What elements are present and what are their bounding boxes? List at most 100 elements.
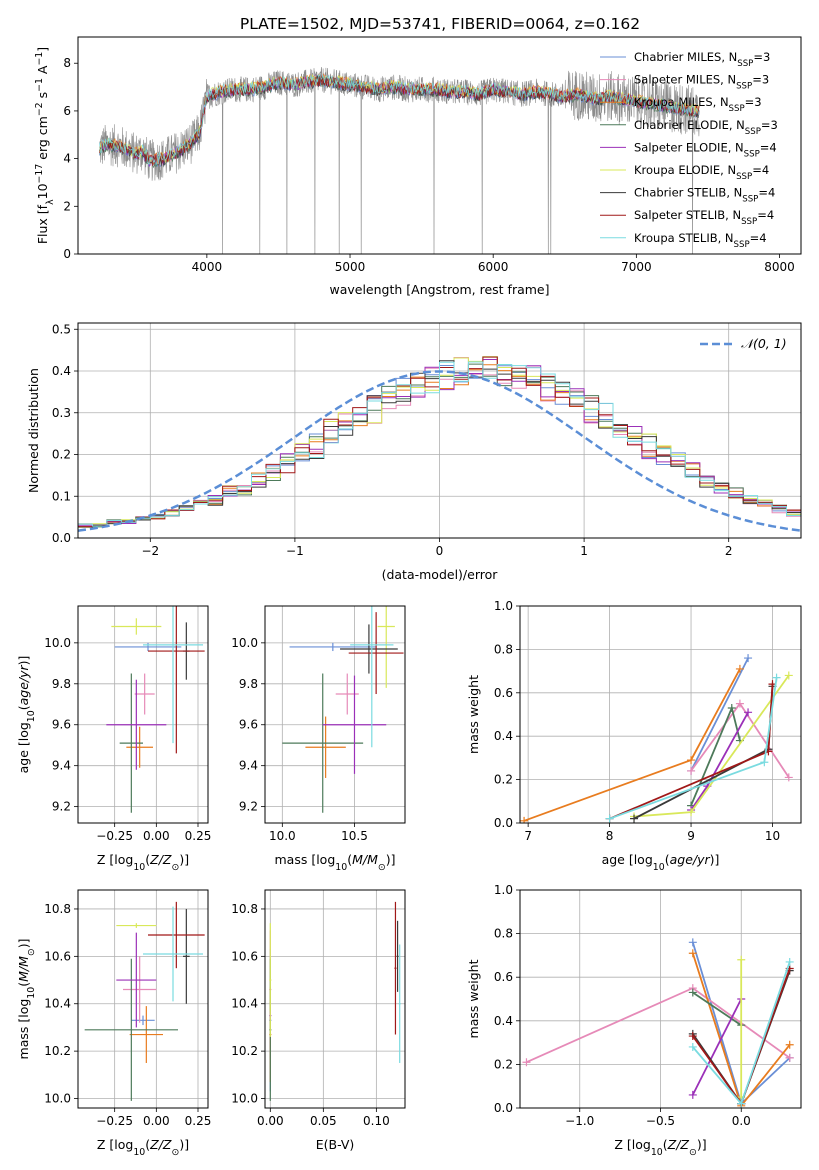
x-tick-label: 0.25: [185, 1114, 212, 1128]
y-tick-label: 10.2: [231, 1044, 258, 1058]
y-tick-label: 4: [63, 152, 71, 166]
x-tick-label: 10.0: [269, 829, 296, 843]
y-tick-label: 1.0: [494, 599, 513, 613]
axes-frame: [519, 605, 802, 824]
x-tick-label: 0.0: [732, 1114, 751, 1128]
weight-marker-chabrier-elodie: [727, 703, 736, 712]
weight-line-chabrier-miles: [690, 657, 749, 772]
weight-marker-salpeter-miles: [785, 1053, 794, 1062]
residuals-y-label: Normed distribution: [26, 368, 41, 493]
x-tick-label: 0.00: [143, 829, 170, 843]
x-tick-label: 2: [725, 544, 733, 558]
legend-label-kroupa-miles: Kroupa MILES, NSSP=3: [634, 95, 762, 114]
weight-marker-kroupa-miles: [735, 664, 744, 673]
weight-line-chabrier-elodie: [692, 991, 742, 1026]
weight-marker-salpeter-elodie: [688, 1090, 697, 1099]
spectrum-lines: [99, 66, 700, 254]
x-tick-label: 10.5: [341, 829, 368, 843]
y-tick-label: 0.3: [52, 406, 71, 420]
x-tick-label: 0.00: [143, 1114, 170, 1128]
weight-marker-chabrier-miles: [688, 938, 697, 947]
weight-marker-salpeter-miles: [522, 1058, 531, 1067]
x-tick-label: −0.25: [96, 829, 133, 843]
mass-vs-Z-y-label: mass [log10(M/M⊙)]: [16, 939, 37, 1060]
weight-marker-chabrier-miles: [744, 654, 753, 663]
age-vs-Z-x-label: Z [log10(Z/Z⊙)]: [97, 852, 189, 873]
y-tick-label: 10.2: [44, 1044, 71, 1058]
x-tick-label: 1: [580, 544, 588, 558]
y-tick-label: 0.0: [494, 1101, 513, 1115]
y-tick-label: 0.0: [494, 816, 513, 830]
y-tick-label: 0.4: [494, 1014, 513, 1028]
x-tick-label: −0.5: [646, 1114, 675, 1128]
axes-frame: [77, 605, 209, 824]
age-vs-Z-y-label: age [log10(age/yr)]: [16, 656, 37, 774]
y-tick-label: 9.8: [52, 677, 71, 691]
x-tick-label: 6000: [478, 260, 509, 274]
y-tick-label: 9.4: [52, 759, 71, 773]
legend-normal-label: 𝒩(0, 1): [741, 336, 787, 351]
spectrum-panel: 4000 5000 6000 7000 8000 0 2 4 6 8 wavelength [Ang…: [34, 36, 802, 297]
residuals-histograms: [78, 356, 801, 532]
weight-line-salpeter-miles: [526, 987, 791, 1064]
y-tick-label: 6: [63, 104, 71, 118]
y-tick-label: 1.0: [494, 883, 513, 897]
x-tick-label: −1.0: [565, 1114, 594, 1128]
y-tick-label: 8: [63, 56, 71, 70]
x-tick-label: −1: [286, 544, 304, 558]
weight-line-salpeter-elodie: [690, 711, 749, 811]
y-tick-label: 10.0: [231, 636, 258, 650]
y-tick-label: 10.6: [44, 949, 71, 963]
legend-label-chabrier-stelib: Chabrier STELIB, NSSP=4: [634, 186, 775, 205]
weight-marker-kroupa-miles: [785, 1040, 794, 1049]
y-tick-label: 0.2: [494, 773, 513, 787]
normal-curve: [78, 370, 801, 532]
weight-line-kroupa-miles: [523, 668, 741, 822]
y-tick-label: 9.4: [239, 759, 258, 773]
mass-vs-ebv-x-label: E(B-V): [316, 1137, 355, 1152]
y-tick-label: 10.6: [231, 949, 258, 963]
y-tick-label: 0.8: [494, 642, 513, 656]
x-tick-label: 7: [524, 829, 532, 843]
x-tick-label: 5000: [335, 260, 366, 274]
x-tick-label: −2: [141, 544, 159, 558]
age-vs-mass-errorbars: [282, 606, 404, 813]
mass-vs-ebv-errorbars: [269, 901, 401, 1101]
weight-marker-kroupa-miles: [688, 949, 697, 958]
legend-label-chabrier-miles: Chabrier MILES, NSSP=3: [634, 50, 770, 69]
weight-line-kroupa-stelib: [609, 677, 778, 820]
weight-marker-kroupa-stelib: [605, 814, 614, 823]
mass-vs-Z-panel: −0.25 0.00 0.25 10.0 10.2 10.4 10.6 10.8 Z [log1…: [16, 889, 212, 1158]
y-tick-label: 9.6: [52, 718, 71, 732]
x-tick-label: 0.25: [185, 829, 212, 843]
legend-label-salpeter-elodie: Salpeter ELODIE, NSSP=4: [634, 140, 777, 159]
x-tick-label: 8000: [764, 260, 795, 274]
mass-vs-ebv-panel: 0.00 0.05 0.10 10.0 10.2 10.4 10.6 10.8 E(B-V): [231, 889, 406, 1152]
weight-marker-salpeter-stelib: [688, 1032, 697, 1041]
y-tick-label: 0.5: [52, 322, 71, 336]
age-vs-Z-errorbars: [106, 606, 205, 813]
y-tick-label: 0.2: [52, 448, 71, 462]
y-tick-label: 10.0: [44, 636, 71, 650]
legend-label-kroupa-stelib: Kroupa STELIB, NSSP=4: [634, 231, 767, 250]
age-vs-mass-x-label: mass [log10(M/M⊙)]: [275, 852, 396, 873]
weight-marker-kroupa-stelib: [737, 1099, 746, 1108]
legend-label-salpeter-miles: Salpeter MILES, NSSP=3: [634, 73, 769, 92]
y-tick-label: 10.4: [44, 997, 71, 1011]
weight-line-salpeter-elodie: [691, 998, 743, 1096]
histogram-kroupa-stelib: [78, 361, 801, 527]
weight-marker-salpeter-miles: [784, 773, 793, 782]
y-tick-label: 10.8: [44, 902, 71, 916]
y-tick-label: 0.6: [494, 970, 513, 984]
weight-vs-Z-y-label: mass weight: [466, 959, 481, 1038]
spectrum-y-label: Flux [fλ10−17 erg cm−2 s−1 A−1]: [34, 47, 56, 244]
x-tick-label: 0.00: [257, 1114, 284, 1128]
legend-label-kroupa-elodie: Kroupa ELODIE, NSSP=4: [634, 163, 769, 182]
x-tick-label: 9: [687, 829, 695, 843]
y-tick-label: 9.2: [239, 800, 258, 814]
y-tick-label: 0.8: [494, 927, 513, 941]
y-tick-label: 0.4: [494, 729, 513, 743]
y-tick-label: 10.0: [44, 1092, 71, 1106]
y-tick-label: 9.2: [52, 800, 71, 814]
spectrum-x-label: wavelength [Angstrom, rest frame]: [329, 282, 549, 297]
